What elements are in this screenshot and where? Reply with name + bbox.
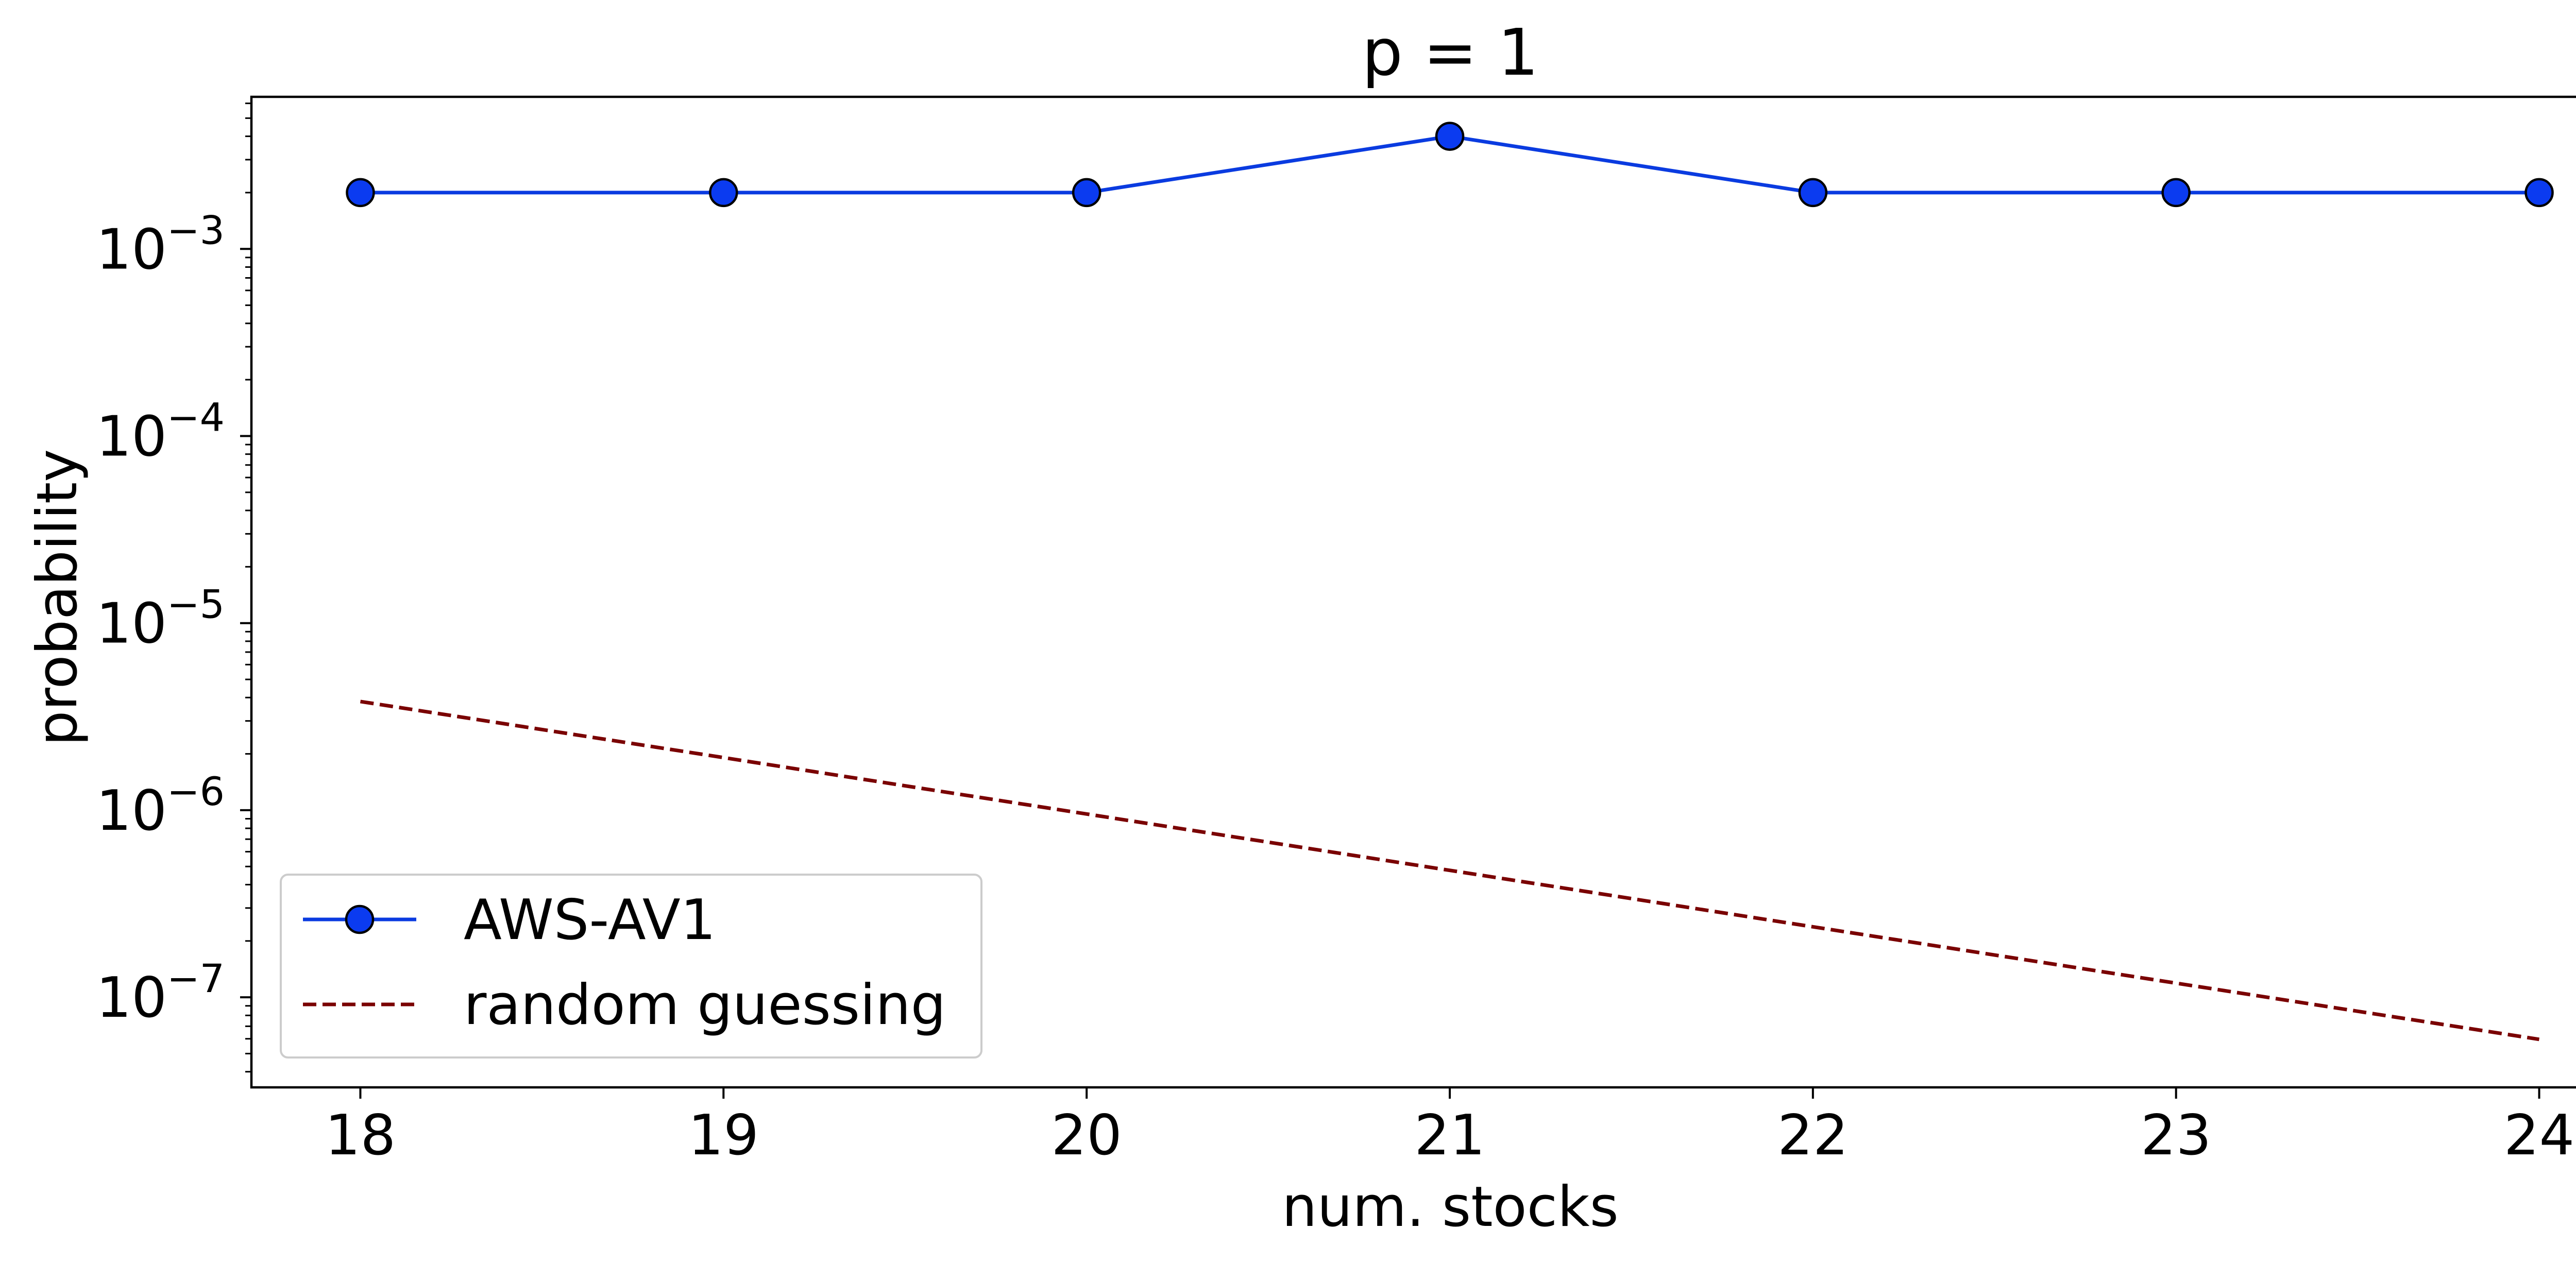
series-point bbox=[2161, 178, 2191, 208]
legend-box bbox=[280, 874, 982, 1059]
series-point bbox=[2524, 178, 2554, 208]
x-tick-label: 21 bbox=[1414, 1103, 1485, 1168]
legend: AWS-AV1 random guessing bbox=[280, 874, 982, 1059]
y-tick-label: 10−7 bbox=[96, 955, 225, 1030]
series-point bbox=[346, 178, 375, 208]
x-tick-label: 23 bbox=[2141, 1103, 2211, 1168]
series-point bbox=[1798, 178, 1828, 208]
x-tick-label: 18 bbox=[325, 1103, 396, 1168]
series-line-2 bbox=[360, 699, 2540, 1042]
x-tick-label: 24 bbox=[2504, 1103, 2574, 1168]
series-point bbox=[1435, 122, 1465, 151]
x-tick-label: 22 bbox=[1777, 1103, 1848, 1168]
plot-marks bbox=[346, 122, 2554, 1042]
y-axis-label: probability bbox=[25, 449, 90, 746]
series-point bbox=[709, 178, 738, 208]
y-tick-label: 10−4 bbox=[96, 394, 225, 469]
legend-label: random guessing bbox=[464, 973, 946, 1037]
x-tick-label: 19 bbox=[688, 1103, 759, 1168]
chart-title: p = 1 bbox=[1362, 15, 1538, 90]
x-axis-label: num. stocks bbox=[1282, 1175, 1619, 1239]
x-axis-ticks: 18 19 20 21 22 23 24 bbox=[325, 1087, 2574, 1168]
series-point bbox=[1072, 178, 1101, 208]
legend-marker bbox=[345, 904, 375, 934]
x-tick-label: 20 bbox=[1051, 1103, 1122, 1168]
legend-label: AWS-AV1 bbox=[464, 888, 716, 952]
